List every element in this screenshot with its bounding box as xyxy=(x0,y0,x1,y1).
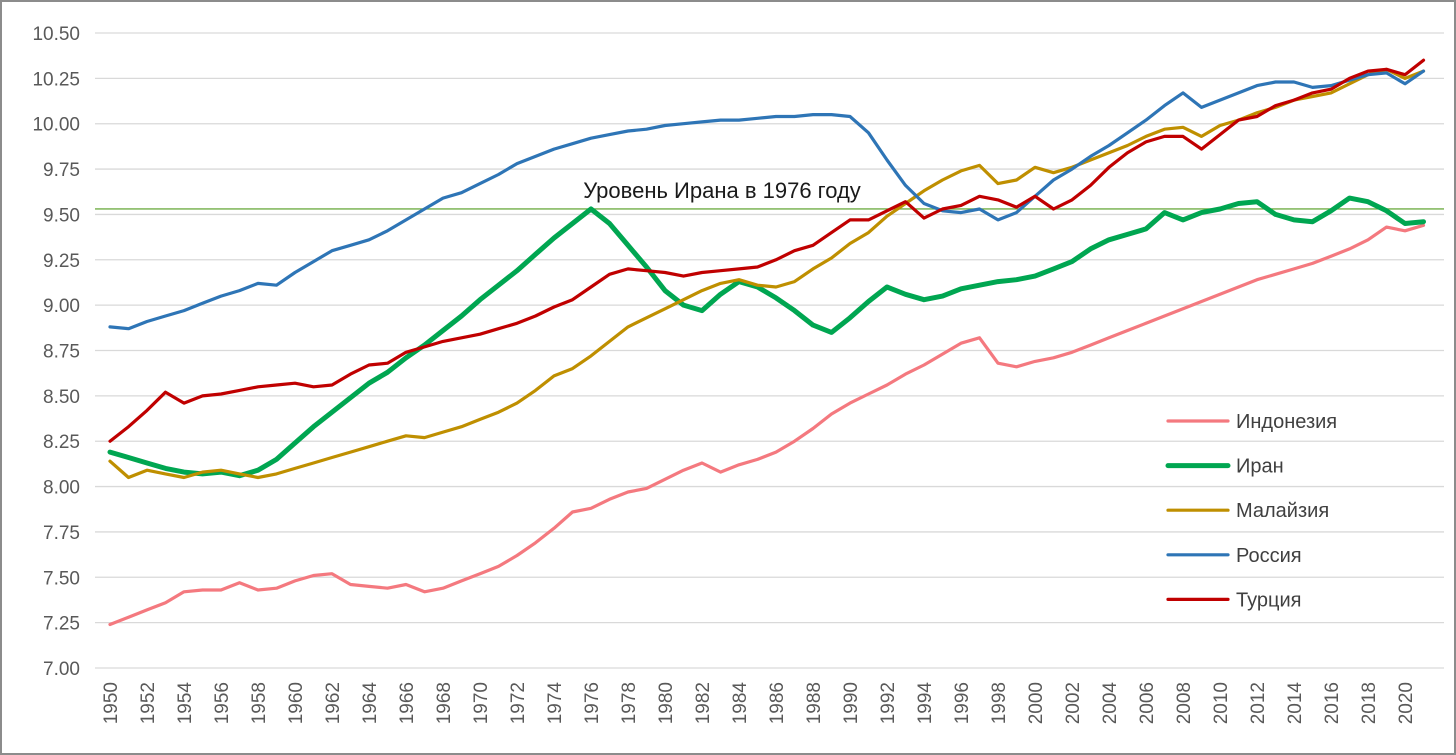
y-axis-labels: 10.50 10.25 10.00 9.75 9.50 9.25 9.00 8.75 8.50 8… xyxy=(32,24,80,680)
y-tick-label: 9.50 xyxy=(43,205,80,226)
series-line-malaysia xyxy=(108,67,1426,480)
x-tick-label: 1988 xyxy=(804,682,825,724)
legend-item-malaysia: Малайзия xyxy=(1166,500,1329,522)
series-line-russia xyxy=(108,69,1426,331)
x-tick-label: 1960 xyxy=(286,682,307,724)
x-tick-label: 1998 xyxy=(989,682,1010,724)
x-tick-label: 1990 xyxy=(841,682,862,724)
x-tick-label: 1976 xyxy=(582,682,603,724)
x-tick-label: 1964 xyxy=(360,682,381,725)
y-tick-label: 10.00 xyxy=(32,115,80,136)
x-tick-label: 1978 xyxy=(619,682,640,724)
x-tick-label: 2008 xyxy=(1174,682,1195,724)
gridlines xyxy=(95,32,1444,669)
x-tick-label: 2002 xyxy=(1063,682,1084,724)
x-tick-label: 2012 xyxy=(1248,682,1269,724)
y-tick-label: 7.25 xyxy=(43,614,80,635)
series-line-indonesia xyxy=(108,223,1426,627)
legend: Индонезия Иран Малайзия Россия Турция xyxy=(1165,411,1337,611)
legend-item-indonesia: Индонезия xyxy=(1166,411,1337,433)
legend-item-russia: Россия xyxy=(1166,545,1302,567)
y-tick-label: 7.00 xyxy=(43,659,80,680)
y-tick-label: 7.75 xyxy=(43,523,80,544)
x-tick-label: 2018 xyxy=(1359,682,1380,724)
x-tick-label: 1966 xyxy=(397,682,418,724)
x-tick-label: 1980 xyxy=(656,682,677,724)
x-tick-label: 1950 xyxy=(101,682,122,724)
x-tick-label: 2006 xyxy=(1137,682,1158,724)
legend-label-russia: Россия xyxy=(1236,545,1302,567)
series-lines xyxy=(107,58,1426,627)
y-tick-label: 10.25 xyxy=(32,69,80,90)
y-tick-label: 9.00 xyxy=(43,296,80,317)
x-tick-label: 1968 xyxy=(434,682,455,724)
x-axis-labels: 1950 1952 1954 1956 1958 1960 1962 1964 1966 1968… xyxy=(101,682,1417,725)
y-tick-label: 9.75 xyxy=(43,160,80,181)
x-tick-label: 1974 xyxy=(545,682,566,725)
x-tick-label: 2000 xyxy=(1026,682,1047,724)
x-tick-label: 1956 xyxy=(212,682,233,724)
x-tick-label: 1984 xyxy=(730,682,751,725)
y-tick-label: 10.50 xyxy=(32,24,80,45)
x-tick-label: 1996 xyxy=(952,682,973,724)
x-tick-label: 2014 xyxy=(1285,682,1306,725)
x-tick-label: 2010 xyxy=(1211,682,1232,724)
y-tick-label: 8.25 xyxy=(43,432,80,453)
legend-label-malaysia: Малайзия xyxy=(1236,500,1329,522)
x-tick-label: 2016 xyxy=(1322,682,1343,724)
y-tick-label: 8.50 xyxy=(43,387,80,408)
y-tick-label: 7.50 xyxy=(43,568,80,589)
x-tick-label: 1994 xyxy=(915,682,936,725)
y-tick-label: 9.25 xyxy=(43,251,80,272)
x-tick-label: 1954 xyxy=(175,682,196,725)
legend-label-turkey: Турция xyxy=(1236,589,1301,611)
x-tick-label: 2004 xyxy=(1100,682,1121,725)
legend-label-iran: Иран xyxy=(1236,456,1284,478)
series-line-iran xyxy=(107,195,1426,479)
x-tick-label: 1958 xyxy=(249,682,270,724)
x-tick-label: 1970 xyxy=(471,682,492,724)
x-tick-label: 1972 xyxy=(508,682,529,724)
legend-item-turkey: Турция xyxy=(1166,589,1301,611)
x-tick-label: 1952 xyxy=(138,682,159,724)
x-tick-label: 2020 xyxy=(1396,682,1417,724)
x-tick-label: 1986 xyxy=(767,682,788,724)
annotation-iran-1976-level: Уровень Ирана в 1976 году xyxy=(583,178,861,203)
y-tick-label: 8.00 xyxy=(43,478,80,499)
series-line-turkey xyxy=(108,58,1426,443)
legend-item-iran: Иран xyxy=(1165,456,1284,478)
x-tick-label: 1992 xyxy=(878,682,899,724)
legend-label-indonesia: Индонезия xyxy=(1236,411,1337,433)
y-tick-label: 8.75 xyxy=(43,342,80,363)
x-tick-label: 1962 xyxy=(323,682,344,724)
x-tick-label: 1982 xyxy=(693,682,714,724)
